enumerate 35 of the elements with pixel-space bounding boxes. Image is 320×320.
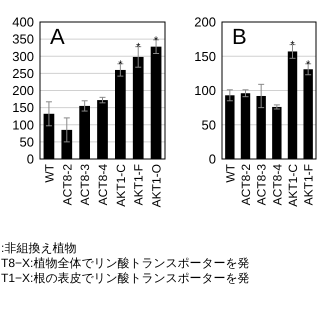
x-tick-label: ACT8-3	[78, 164, 92, 206]
annotation: *	[136, 42, 142, 54]
x-tick-label: AKT1-F	[302, 164, 316, 206]
x-tick-label: ACT8-4	[96, 164, 110, 206]
y-tick-label: 150	[194, 48, 216, 64]
annotation: *	[290, 40, 296, 52]
chart-title: B	[232, 24, 247, 49]
y-tick-label: 200	[194, 14, 216, 30]
x-tick-label: WT	[223, 163, 238, 183]
y-tick-label: 350	[12, 32, 34, 47]
annotation: *	[306, 58, 312, 71]
annotation: *	[154, 34, 159, 47]
y-tick-label: 50	[202, 117, 216, 132]
x-tick-label: AKT1-O	[150, 164, 164, 208]
x-tick-label: ACT8-3	[254, 164, 269, 206]
y-tick-label: 100	[194, 83, 216, 98]
y-tick-label: 50	[20, 134, 34, 150]
x-tick-label: AKT1-C	[286, 164, 300, 207]
y-tick-label: 250	[12, 66, 34, 81]
annotation: *	[118, 58, 124, 71]
y-tick-label: 0	[26, 152, 34, 166]
x-tick-label: AKT1-C	[114, 164, 128, 207]
y-tick-label: 0	[208, 152, 216, 166]
x-tick-label: WT	[42, 163, 56, 183]
notes: :非組換え植物 T8−X:植物全体でリン酸トランスポーターを発 T1−X:根の表皮でリン酸トランスポーターを発	[1, 241, 250, 285]
y-tick-label: 150	[12, 100, 34, 116]
x-tick-label: ACT8-2	[239, 164, 253, 206]
y-tick-label: 400	[12, 14, 34, 30]
y-tick-label: 300	[12, 48, 34, 64]
x-tick-label: ACT8-2	[60, 164, 74, 206]
x-tick-label: ACT8-4	[270, 164, 284, 206]
y-tick-label: 200	[12, 83, 34, 98]
x-tick-label: AKT1-F	[132, 164, 146, 206]
y-tick-label: 100	[12, 117, 34, 132]
chart-title: A	[50, 24, 65, 49]
